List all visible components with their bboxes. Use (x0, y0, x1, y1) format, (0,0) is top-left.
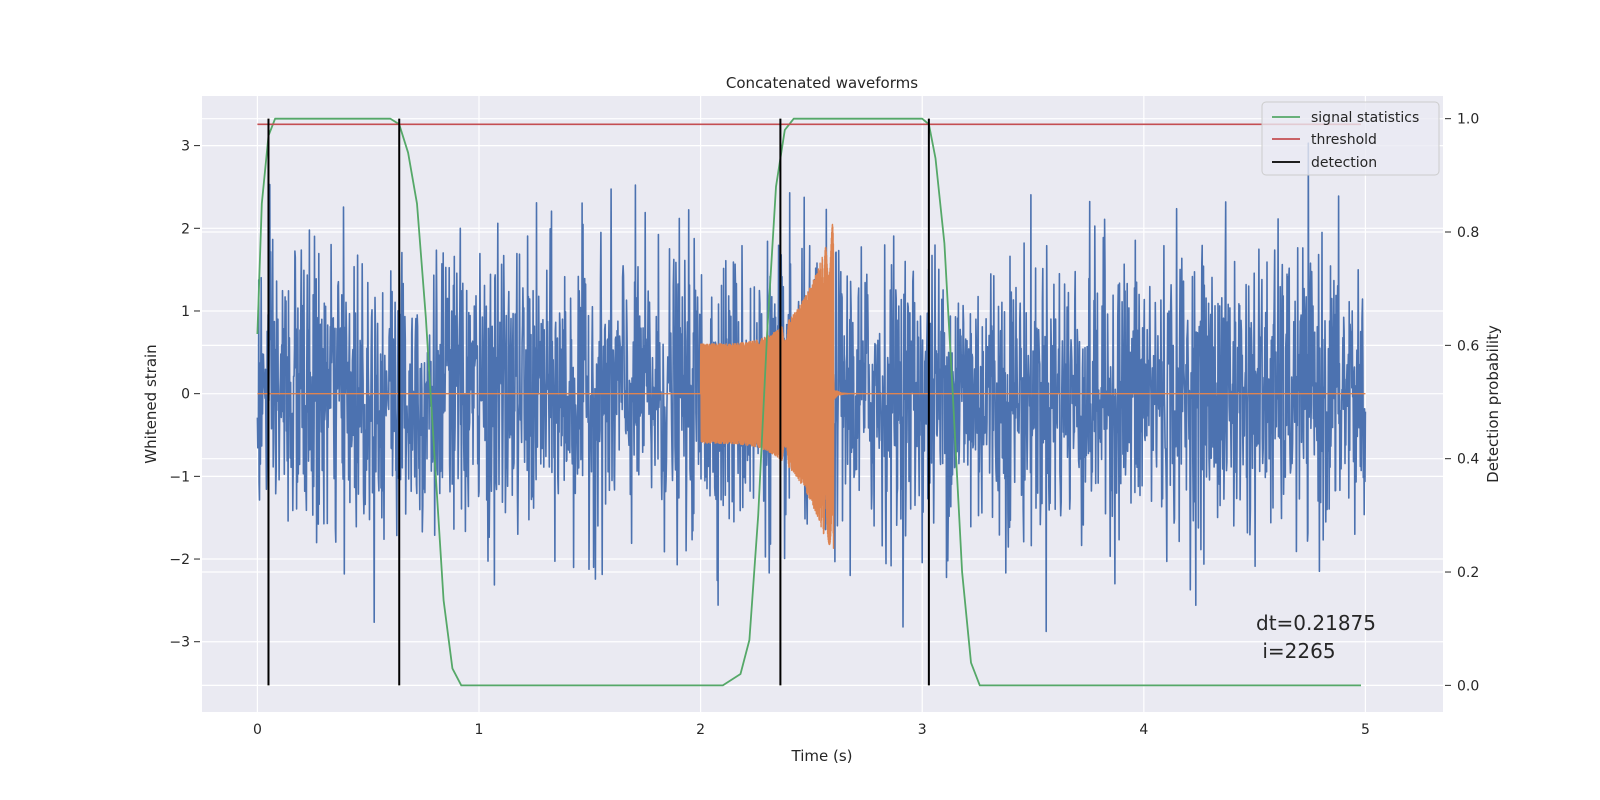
y2-tick-label: 1.0 (1457, 112, 1479, 128)
x-tick-label: 2 (696, 722, 705, 738)
series-layer (256, 117, 1367, 687)
x-axis-label: Time (s) (791, 747, 853, 765)
legend-label-signal-statistics: signal statistics (1311, 110, 1419, 126)
x-tick-label: 4 (1139, 722, 1148, 738)
legend-box (1261, 101, 1440, 176)
y-tick-label: 0 (181, 387, 190, 403)
y2-tick-label: 0.8 (1457, 225, 1479, 241)
x-tick-label: 0 (253, 722, 262, 738)
y-axis-label: Whitened strain (142, 344, 160, 463)
legend: signal statistics threshold detection (1261, 101, 1440, 176)
legend-label-threshold: threshold (1311, 132, 1377, 148)
y-tick-label: 1 (181, 304, 190, 320)
y2-tick-label: 0.2 (1457, 565, 1479, 581)
y2-tick-label: 0.6 (1457, 338, 1479, 354)
legend-label-detection: detection (1311, 155, 1377, 171)
y2-axis-label: Detection probability (1484, 325, 1502, 483)
x-tick-label: 5 (1361, 722, 1370, 738)
annotation-i: i=2265 (1256, 639, 1336, 663)
y2-tick-label: 0.4 (1457, 452, 1479, 468)
y-axis-ticks: −3 −2 −1 0 1 2 3 (169, 139, 200, 651)
y-tick-label: −2 (169, 552, 190, 568)
x-axis-ticks: 0 1 2 3 4 5 (253, 722, 1370, 738)
series-signal-statistics (256, 117, 1361, 687)
chart-title: Concatenated waveforms (726, 74, 918, 92)
y-tick-label: −3 (169, 635, 190, 651)
x-tick-label: 3 (918, 722, 927, 738)
y-tick-label: 2 (181, 221, 190, 237)
x-tick-label: 1 (475, 722, 484, 738)
series-injected-chirp (257, 223, 1366, 549)
y2-tick-label: 0.0 (1457, 678, 1479, 694)
y2-axis-ticks: 0.0 0.2 0.4 0.6 0.8 1.0 (1445, 112, 1479, 694)
y-tick-label: −1 (169, 469, 190, 485)
annotation-dt: dt=0.21875 (1256, 611, 1376, 635)
y-tick-label: 3 (181, 139, 190, 155)
